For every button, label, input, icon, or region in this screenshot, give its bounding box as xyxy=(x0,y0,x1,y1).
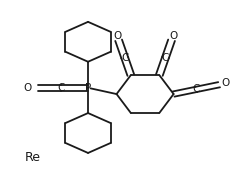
Text: C: C xyxy=(193,84,200,94)
Text: P: P xyxy=(85,83,91,93)
Text: C: C xyxy=(121,53,128,63)
Text: O: O xyxy=(221,78,229,89)
Text: O: O xyxy=(23,83,31,93)
Text: C: C xyxy=(57,83,64,93)
Text: O: O xyxy=(169,31,177,41)
Text: C: C xyxy=(162,53,169,63)
Text: Re: Re xyxy=(25,151,41,164)
Text: O: O xyxy=(113,31,121,41)
